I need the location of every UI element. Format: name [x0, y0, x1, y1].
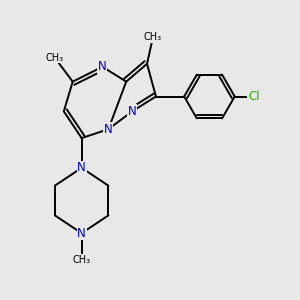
Text: CH₃: CH₃ — [144, 32, 162, 42]
Text: N: N — [98, 60, 107, 73]
Text: N: N — [128, 105, 136, 118]
Text: N: N — [77, 227, 86, 240]
Text: N: N — [104, 123, 113, 136]
Text: Cl: Cl — [248, 90, 260, 103]
Text: CH₃: CH₃ — [46, 53, 64, 63]
Text: N: N — [77, 161, 86, 174]
Text: CH₃: CH₃ — [73, 255, 91, 265]
